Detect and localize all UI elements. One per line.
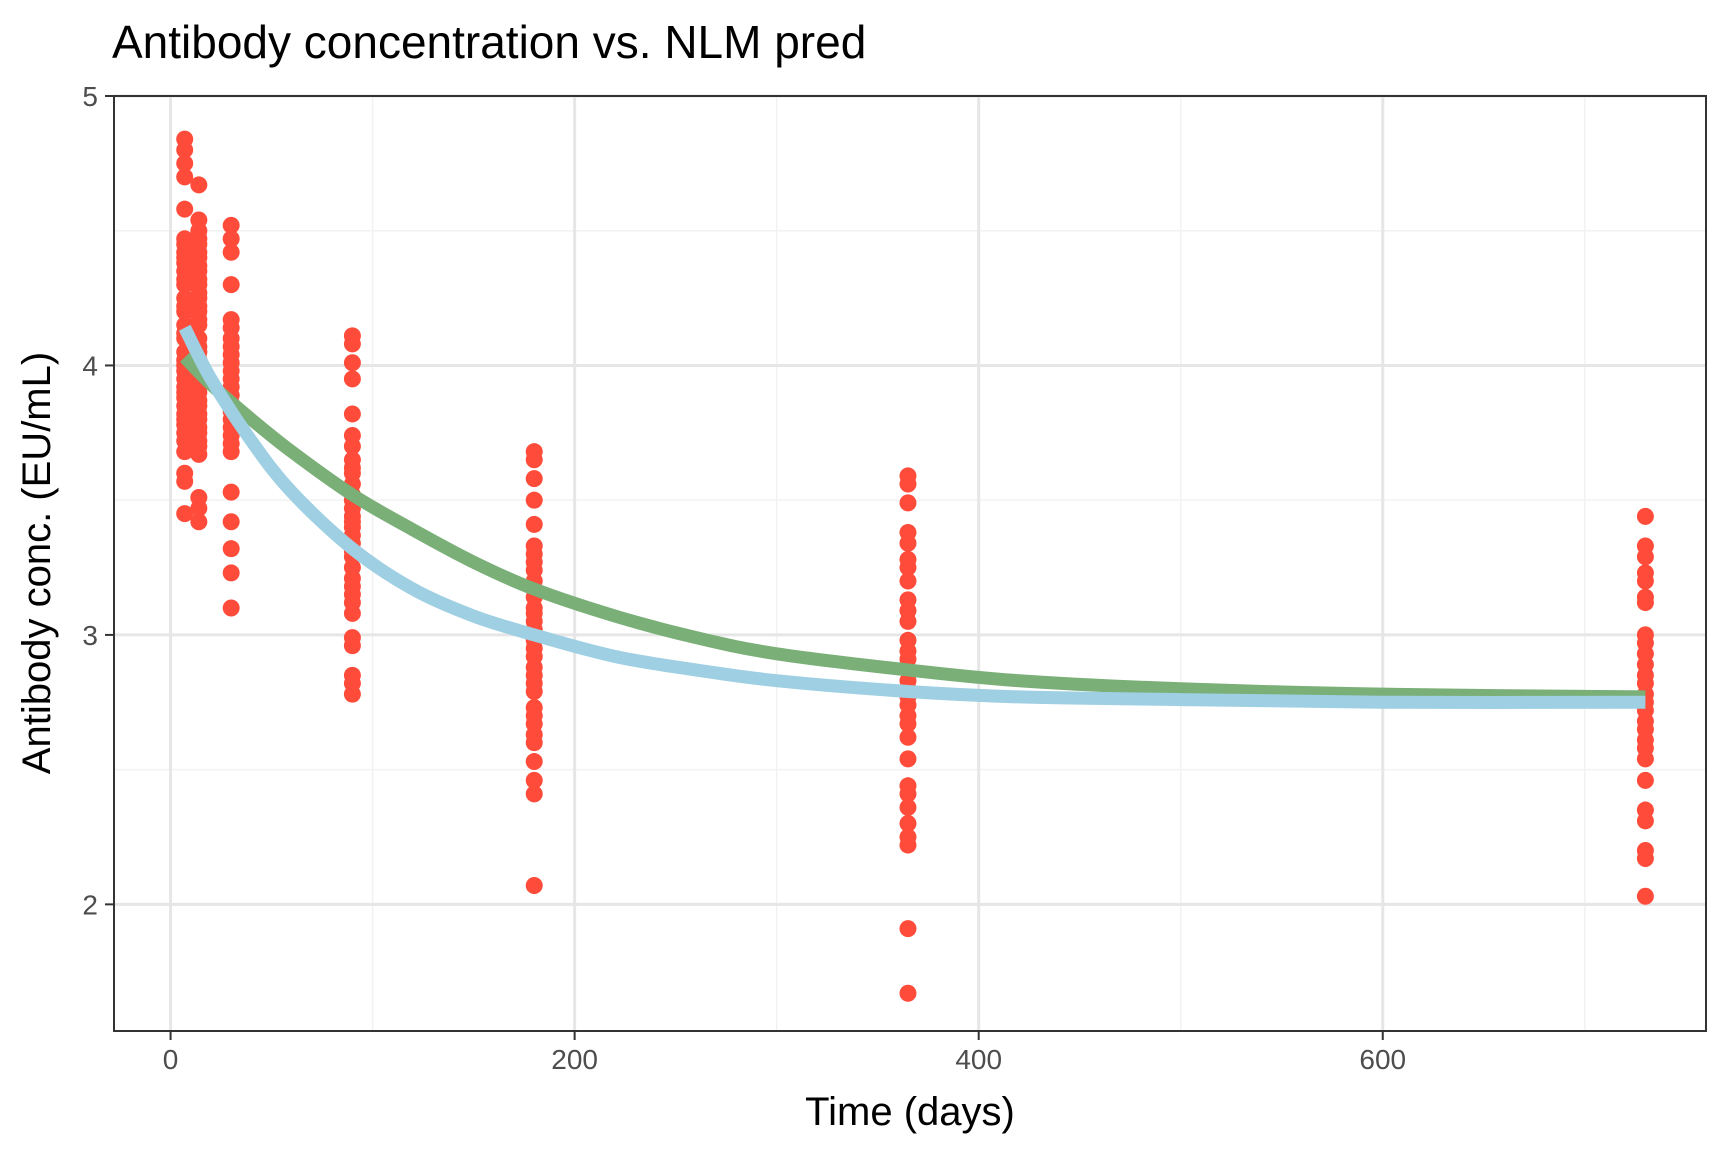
data-point [525, 753, 543, 771]
data-point [1636, 750, 1654, 768]
data-point [176, 200, 194, 218]
data-point [222, 513, 240, 531]
x-tick-label: 400 [955, 1044, 1002, 1075]
data-point [899, 815, 917, 833]
data-point [176, 141, 194, 159]
prediction-curve-green [180, 352, 1646, 704]
data-point [222, 230, 240, 248]
data-point [525, 876, 543, 894]
data-point [899, 572, 917, 590]
data-point [343, 354, 361, 372]
data-point [899, 728, 917, 746]
data-point [899, 798, 917, 816]
data-point [899, 984, 917, 1002]
data-point [343, 637, 361, 655]
x-tick-label: 200 [551, 1044, 598, 1075]
data-point [899, 750, 917, 768]
data-point [343, 335, 361, 353]
data-point [222, 216, 240, 234]
x-axis-title: Time (days) [805, 1090, 1015, 1134]
data-point [899, 920, 917, 938]
panel-border [113, 95, 1707, 1032]
data-point [176, 154, 194, 172]
data-point [899, 785, 917, 803]
data-point [1636, 594, 1654, 612]
data-point [222, 540, 240, 558]
data-point [1636, 812, 1654, 830]
data-point [1636, 548, 1654, 566]
prediction-curve-blue [178, 324, 1646, 709]
prediction-curves [178, 324, 1646, 709]
data-point [176, 505, 194, 523]
data-point [525, 451, 543, 469]
data-point [343, 685, 361, 703]
data-point [525, 734, 543, 752]
chart-title: Antibody concentration vs. NLM pred [112, 16, 866, 68]
data-point [525, 515, 543, 533]
data-point [176, 472, 194, 490]
data-point [525, 682, 543, 700]
data-point [525, 491, 543, 509]
data-point [1636, 507, 1654, 525]
data-point [222, 276, 240, 294]
y-tick-label: 4 [82, 350, 98, 381]
data-point [525, 771, 543, 789]
data-point [222, 443, 240, 461]
data-point [222, 599, 240, 617]
data-point [190, 513, 208, 531]
y-axis-title: Antibody conc. (EU/mL) [15, 352, 59, 774]
y-tick-label: 2 [82, 889, 98, 920]
data-point [899, 494, 917, 512]
data-point [190, 499, 208, 517]
data-point [343, 405, 361, 423]
data-point [1636, 850, 1654, 868]
data-point [525, 785, 543, 803]
data-point [1636, 771, 1654, 789]
data-point [343, 437, 361, 455]
data-point [190, 176, 208, 194]
data-point [176, 276, 194, 294]
data-point [222, 483, 240, 501]
data-point [176, 303, 194, 321]
y-tick-label: 3 [82, 620, 98, 651]
y-tick-label: 5 [82, 81, 98, 112]
data-point [899, 534, 917, 552]
data-point [899, 715, 917, 733]
data-point [1636, 887, 1654, 905]
data-point [899, 836, 917, 854]
data-point [176, 168, 194, 186]
data-point [899, 475, 917, 493]
data-point [343, 370, 361, 388]
data-point [899, 559, 917, 577]
x-tick-label: 0 [163, 1044, 179, 1075]
x-tick-label: 600 [1359, 1044, 1406, 1075]
data-point [176, 443, 194, 461]
data-point [190, 445, 208, 463]
data-point [190, 316, 208, 334]
y-axis-ticks: 2 3 4 5 [82, 81, 114, 920]
observed-points [176, 130, 1654, 1002]
data-point [899, 612, 917, 630]
x-axis-ticks: 0 200 400 600 [163, 1031, 1406, 1075]
data-point [343, 604, 361, 622]
data-point [1636, 572, 1654, 590]
data-point [222, 243, 240, 261]
data-point [525, 470, 543, 488]
data-point [222, 564, 240, 582]
